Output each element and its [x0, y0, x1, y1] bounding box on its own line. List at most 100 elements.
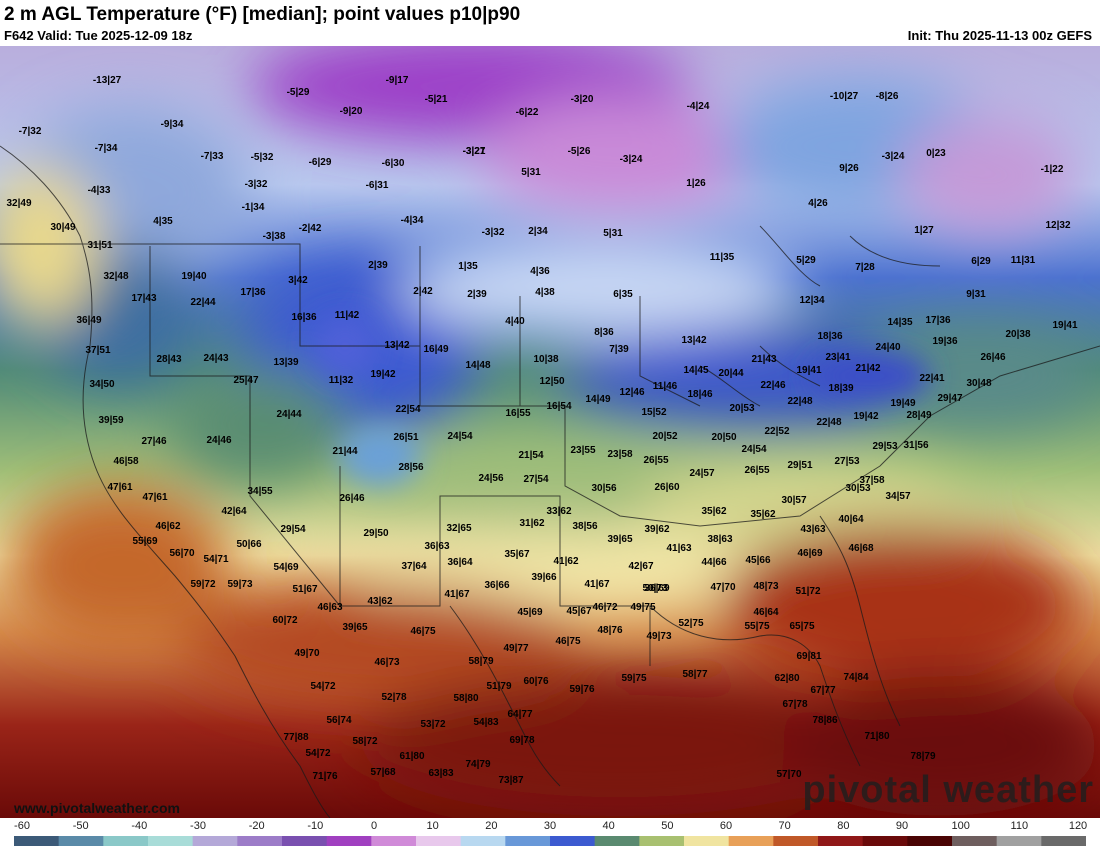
point-value: 26|60 — [654, 482, 679, 493]
point-value: 35|62 — [701, 506, 726, 517]
point-value: 11|42 — [335, 310, 360, 321]
point-value: 58|79 — [468, 656, 493, 667]
point-value: 29|54 — [280, 524, 305, 535]
point-value: 20|38 — [1005, 329, 1030, 340]
point-value: -6|30 — [382, 158, 405, 169]
point-value: 14|45 — [683, 365, 708, 376]
point-value: 54|69 — [273, 562, 298, 573]
point-value: 19|49 — [890, 398, 915, 409]
colorbar-tick-label: 50 — [661, 820, 674, 832]
point-value: 37|58 — [859, 475, 884, 486]
point-value: 16|36 — [291, 312, 316, 323]
point-value: 63|83 — [428, 768, 453, 779]
colorbar-segment — [862, 836, 908, 846]
point-value: 27|53 — [834, 456, 859, 467]
point-value: 34|57 — [885, 491, 910, 502]
site-url: www.pivotalweather.com — [14, 800, 180, 816]
colorbar-segment — [594, 836, 640, 846]
point-value: 58|72 — [352, 736, 377, 747]
point-value: 50|73 — [642, 583, 667, 594]
point-value: 59|76 — [569, 684, 594, 695]
point-value: 51|79 — [486, 681, 511, 692]
colorbar-tick-label: -10 — [307, 820, 324, 832]
point-value: 42|67 — [628, 561, 653, 572]
point-value: 18|39 — [828, 383, 853, 394]
point-value: 10|38 — [533, 354, 558, 365]
point-value: 26|55 — [744, 465, 769, 476]
point-value: 29|51 — [787, 460, 812, 471]
point-value: 46|63 — [317, 602, 342, 613]
point-value: 69|78 — [509, 735, 534, 746]
point-value: 23|41 — [825, 352, 850, 363]
point-value: 16|54 — [546, 401, 571, 412]
point-value: 41|67 — [584, 579, 609, 590]
point-value: 41|62 — [553, 556, 578, 567]
point-value: -6|22 — [516, 107, 539, 118]
valid-time: F642 Valid: Tue 2025-12-09 18z — [4, 28, 193, 43]
point-value: -3|21 — [463, 146, 486, 157]
point-value: 41|67 — [444, 589, 469, 600]
point-value: 24|44 — [276, 409, 301, 420]
point-value: 7|39 — [609, 344, 629, 355]
point-value: 15|52 — [641, 407, 666, 418]
point-value: 59|72 — [190, 579, 215, 590]
point-value: 16|49 — [423, 344, 448, 355]
point-value: 50|66 — [236, 539, 261, 550]
point-value: 26|46 — [980, 352, 1005, 363]
point-value: 48|76 — [597, 625, 622, 636]
colorbar-segment — [103, 836, 149, 846]
point-value: 46|75 — [410, 626, 435, 637]
point-value: 55|69 — [132, 536, 157, 547]
point-value: 25|47 — [233, 375, 258, 386]
point-value: 2|39 — [368, 260, 388, 271]
point-value: 59|73 — [227, 579, 252, 590]
point-value: -10|27 — [830, 91, 859, 102]
colorbar-segment — [1041, 836, 1086, 846]
point-value: 31|62 — [519, 518, 544, 529]
point-value: 5|31 — [603, 228, 623, 239]
point-value: 18|36 — [817, 331, 842, 342]
point-value: 29|50 — [363, 528, 388, 539]
point-value: 8|36 — [594, 327, 614, 338]
point-value: 54|72 — [305, 748, 330, 759]
point-value: -8|26 — [876, 91, 899, 102]
colorbar-segment — [326, 836, 372, 846]
colorbar-segment — [996, 836, 1042, 846]
colorbar-segment — [148, 836, 194, 846]
pivotal-weather-watermark: pivotal weather — [802, 769, 1094, 811]
point-value: 26|46 — [339, 493, 364, 504]
point-value: -9|34 — [161, 119, 184, 130]
point-value: -4|24 — [687, 101, 710, 112]
point-value: 19|36 — [932, 336, 957, 347]
point-value: 26|55 — [643, 455, 668, 466]
point-value: 12|50 — [539, 376, 564, 387]
point-value: 16|55 — [505, 408, 530, 419]
point-value: -5|21 — [425, 94, 448, 105]
point-value: 4|38 — [535, 287, 555, 298]
point-value: 13|39 — [273, 357, 298, 368]
point-value: -5|32 — [251, 152, 274, 163]
point-value: 41|63 — [666, 543, 691, 554]
point-value: 23|58 — [607, 449, 632, 460]
point-value: 54|71 — [203, 554, 228, 565]
point-value: 36|69 — [644, 583, 669, 594]
point-value: 46|69 — [797, 548, 822, 559]
point-value: 7|28 — [855, 262, 875, 273]
colorbar-tick-label: -60 — [14, 820, 30, 832]
point-value: 60|72 — [272, 615, 297, 626]
point-value: 67|77 — [810, 685, 835, 696]
point-value: -3|24 — [620, 154, 643, 165]
point-value: 46|64 — [753, 607, 778, 618]
point-value: 56|74 — [326, 715, 351, 726]
point-value: 17|36 — [240, 287, 265, 298]
point-value: 24|57 — [689, 468, 714, 479]
colorbar-segment — [192, 836, 238, 846]
colorbar-labels: -60 -50 -40 -30 -20 -10 0 10 20 30 40 50 60 70 80 90 100… — [0, 820, 1100, 834]
colorbar-tick-label: -50 — [72, 820, 89, 832]
point-value: 37|64 — [401, 561, 426, 572]
colorbar-tick-label: 60 — [719, 820, 733, 832]
point-value: 21|42 — [855, 363, 880, 374]
point-value: 2|34 — [528, 226, 548, 237]
point-value: 47|61 — [142, 492, 167, 503]
point-value: 22|46 — [760, 380, 785, 391]
